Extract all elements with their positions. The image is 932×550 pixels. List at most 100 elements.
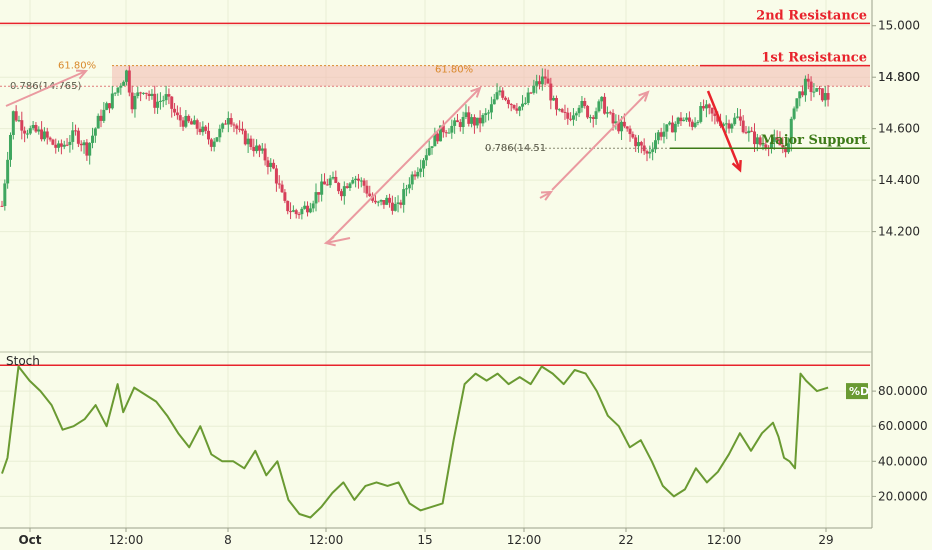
candle-up xyxy=(747,130,751,134)
candle-down xyxy=(543,76,547,79)
arrow-shaft xyxy=(5,70,87,107)
candle-up xyxy=(396,202,400,204)
candle-up xyxy=(3,183,7,207)
candle-up xyxy=(430,146,434,149)
candle-down xyxy=(153,93,157,108)
fib-label-786-left: 0.786(14.765) xyxy=(10,81,82,92)
candle-up xyxy=(704,104,708,109)
candle-up xyxy=(221,123,225,129)
candle-up xyxy=(464,112,468,117)
candle-up xyxy=(17,120,21,122)
candle-up xyxy=(424,155,428,161)
candle-down xyxy=(659,132,663,137)
candle-up xyxy=(6,159,10,184)
stoch-tick-label: 40.0000 xyxy=(878,454,928,468)
candle-down xyxy=(108,103,111,109)
candle-down xyxy=(286,200,290,212)
time-tick-label: 22 xyxy=(618,533,633,547)
candle-down xyxy=(506,99,510,105)
candle-up xyxy=(393,203,397,211)
candle-down xyxy=(634,137,638,147)
candle-up xyxy=(255,145,259,152)
candle-down xyxy=(257,145,261,151)
candle-down xyxy=(716,116,720,122)
candle-up xyxy=(724,123,728,125)
arrow-head xyxy=(731,159,742,173)
candle-up xyxy=(755,137,759,145)
candle-up xyxy=(540,76,544,85)
arrow-head xyxy=(540,190,554,201)
candle-down xyxy=(617,121,621,132)
candle-down xyxy=(294,210,298,215)
candle-up xyxy=(594,111,598,119)
candle-up xyxy=(772,137,776,142)
candle-down xyxy=(365,185,369,194)
candle-down xyxy=(280,184,284,193)
candle-up xyxy=(31,125,35,129)
candle-up xyxy=(385,197,389,205)
candle-up xyxy=(673,123,677,133)
candle-up xyxy=(8,134,12,160)
candle-up xyxy=(342,186,346,197)
candle-up xyxy=(359,180,363,182)
stoch-series-tag-label: %D xyxy=(849,385,869,398)
candle-down xyxy=(139,92,143,94)
time-tick-label: 29 xyxy=(818,533,833,547)
candle-down xyxy=(277,183,281,185)
candle-down xyxy=(603,96,607,114)
candle-up xyxy=(308,208,312,213)
candle-up xyxy=(215,137,219,142)
candle-up xyxy=(291,210,295,212)
candle-down xyxy=(399,202,403,205)
candle-down xyxy=(538,81,541,85)
candle-up xyxy=(498,90,502,93)
time-tick-label: Oct xyxy=(18,533,41,547)
candle-down xyxy=(79,143,83,146)
candle-down xyxy=(223,123,227,125)
candle-up xyxy=(133,96,137,110)
price-tick-label: 14.400 xyxy=(878,173,920,187)
candle-down xyxy=(628,128,632,135)
candle-up xyxy=(475,117,479,126)
candle-down xyxy=(625,126,629,129)
candle-up xyxy=(597,101,601,112)
candle-down xyxy=(560,109,564,112)
candle-up xyxy=(158,100,162,102)
candle-down xyxy=(48,137,52,140)
arrow-shaft xyxy=(551,91,649,191)
candle-up xyxy=(246,138,250,145)
candle-down xyxy=(45,131,49,138)
arrow-head xyxy=(75,69,89,80)
candle-down xyxy=(687,117,691,122)
stoch-title: Stoch xyxy=(6,354,40,368)
candle-down xyxy=(263,148,267,161)
candle-up xyxy=(57,143,61,148)
candle-up xyxy=(68,141,72,145)
candle-up xyxy=(769,141,773,149)
candle-up xyxy=(311,203,315,209)
candle-up xyxy=(192,120,196,125)
candle-up xyxy=(348,183,352,189)
arrow-head xyxy=(470,86,482,98)
time-tick-label: 12:00 xyxy=(309,533,344,547)
candle-up xyxy=(320,181,324,195)
candle-up xyxy=(574,113,578,116)
candle-up xyxy=(105,103,109,110)
candle-down xyxy=(818,88,822,90)
candle-up xyxy=(484,113,488,116)
candle-down xyxy=(181,120,185,127)
candle-up xyxy=(164,94,168,101)
candle-up xyxy=(665,124,669,132)
candle-up xyxy=(685,117,689,120)
candle-down xyxy=(642,145,646,152)
candle-down xyxy=(501,90,505,98)
candle-down xyxy=(274,168,278,184)
candle-down xyxy=(127,70,131,93)
candle-up xyxy=(571,115,575,120)
candle-down xyxy=(586,105,590,118)
candle-down xyxy=(74,130,78,132)
candle-up xyxy=(93,128,97,136)
fib-zone-rect xyxy=(112,65,870,87)
candle-up xyxy=(218,128,222,138)
candle-up xyxy=(461,116,465,128)
